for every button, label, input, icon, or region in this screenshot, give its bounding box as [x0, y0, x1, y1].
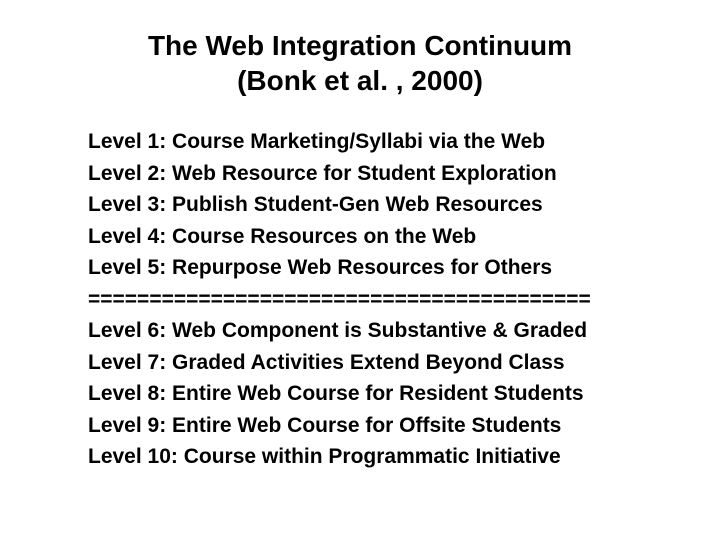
level-line: Level 4: Course Resources on the Web [88, 221, 660, 253]
content-block: Level 1: Course Marketing/Syllabi via th… [60, 126, 660, 473]
title-line-1: The Web Integration Continuum [148, 30, 572, 61]
level-line: Level 8: Entire Web Course for Resident … [88, 378, 660, 410]
level-line: Level 7: Graded Activities Extend Beyond… [88, 347, 660, 379]
level-line: Level 1: Course Marketing/Syllabi via th… [88, 126, 660, 158]
level-line: Level 5: Repurpose Web Resources for Oth… [88, 252, 660, 284]
divider-line: ========================================… [88, 284, 660, 316]
level-line: Level 2: Web Resource for Student Explor… [88, 158, 660, 190]
title-line-2: (Bonk et al. , 2000) [237, 65, 483, 96]
level-line: Level 3: Publish Student-Gen Web Resourc… [88, 189, 660, 221]
level-line: Level 9: Entire Web Course for Offsite S… [88, 410, 660, 442]
slide-title: The Web Integration Continuum (Bonk et a… [60, 28, 660, 98]
level-line: Level 10: Course within Programmatic Ini… [88, 441, 660, 473]
level-line: Level 6: Web Component is Substantive & … [88, 315, 660, 347]
